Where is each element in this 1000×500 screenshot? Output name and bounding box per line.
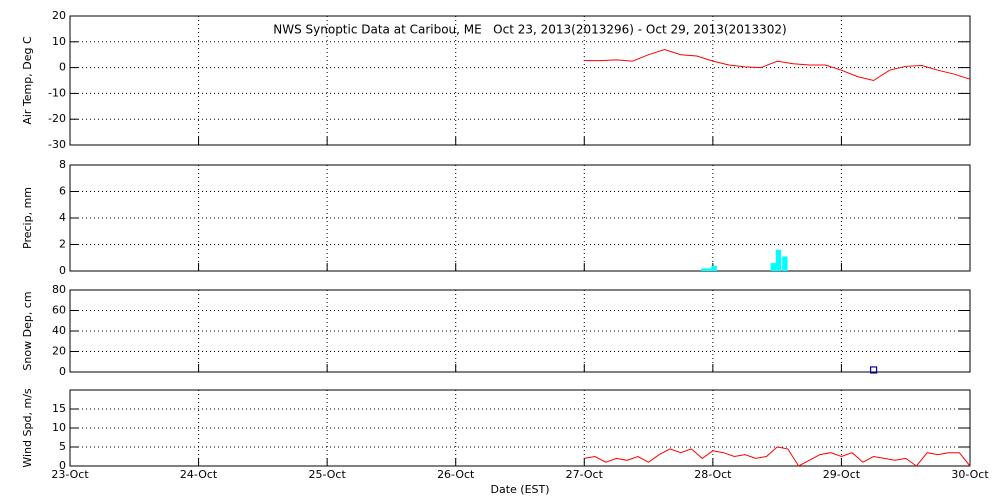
y-tick-label: 0: [59, 61, 66, 74]
y-tick-label: 0: [59, 459, 66, 472]
y-axis-label: Precip, mm: [21, 187, 34, 249]
x-tick-label: 30-Oct: [951, 468, 989, 481]
y-tick-label: 10: [52, 35, 66, 48]
y-tick-label: 0: [59, 264, 66, 277]
y-tick-label: 40: [52, 324, 66, 337]
x-tick-label: 29-Oct: [823, 468, 861, 481]
x-tick-label: 23-Oct: [51, 468, 89, 481]
data-line: [584, 49, 971, 82]
y-tick-label: 6: [59, 185, 66, 198]
bar: [770, 263, 776, 271]
y-tick-label: 20: [52, 9, 66, 22]
x-tick-label: 27-Oct: [566, 468, 604, 481]
bar: [706, 268, 712, 271]
y-tick-label: 4: [59, 211, 66, 224]
y-tick-label: -30: [48, 138, 66, 151]
y-tick-label: -10: [48, 86, 66, 99]
y-tick-label: 80: [52, 283, 66, 296]
x-tick-label: 28-Oct: [694, 468, 732, 481]
y-tick-label: 15: [52, 402, 66, 415]
bar: [701, 268, 707, 271]
y-tick-label: 2: [59, 238, 66, 251]
chart-title: NWS Synoptic Data at Caribou, ME Oct 23,…: [273, 23, 787, 37]
x-tick-label: 24-Oct: [180, 468, 218, 481]
bar: [782, 256, 788, 271]
y-tick-label: 5: [59, 440, 66, 453]
y-tick-label: 8: [59, 158, 66, 171]
point: [869, 366, 878, 374]
y-axis-label: Wind Spd, m/s: [21, 388, 34, 468]
bar: [775, 249, 782, 271]
x-tick-label: 26-Oct: [437, 468, 475, 481]
y-tick-label: 0: [59, 365, 66, 378]
x-axis-label: Date (EST): [490, 483, 549, 496]
bar: [711, 265, 717, 271]
y-tick-label: 20: [52, 345, 66, 358]
y-tick-label: 10: [52, 421, 66, 434]
y-axis-label: Snow Dep, cm: [21, 291, 34, 370]
y-tick-label: 60: [52, 304, 66, 317]
y-axis-label: Air Temp, Deg C: [21, 36, 34, 125]
y-tick-label: -20: [48, 112, 66, 125]
x-tick-label: 25-Oct: [308, 468, 346, 481]
data-line: [584, 446, 971, 467]
